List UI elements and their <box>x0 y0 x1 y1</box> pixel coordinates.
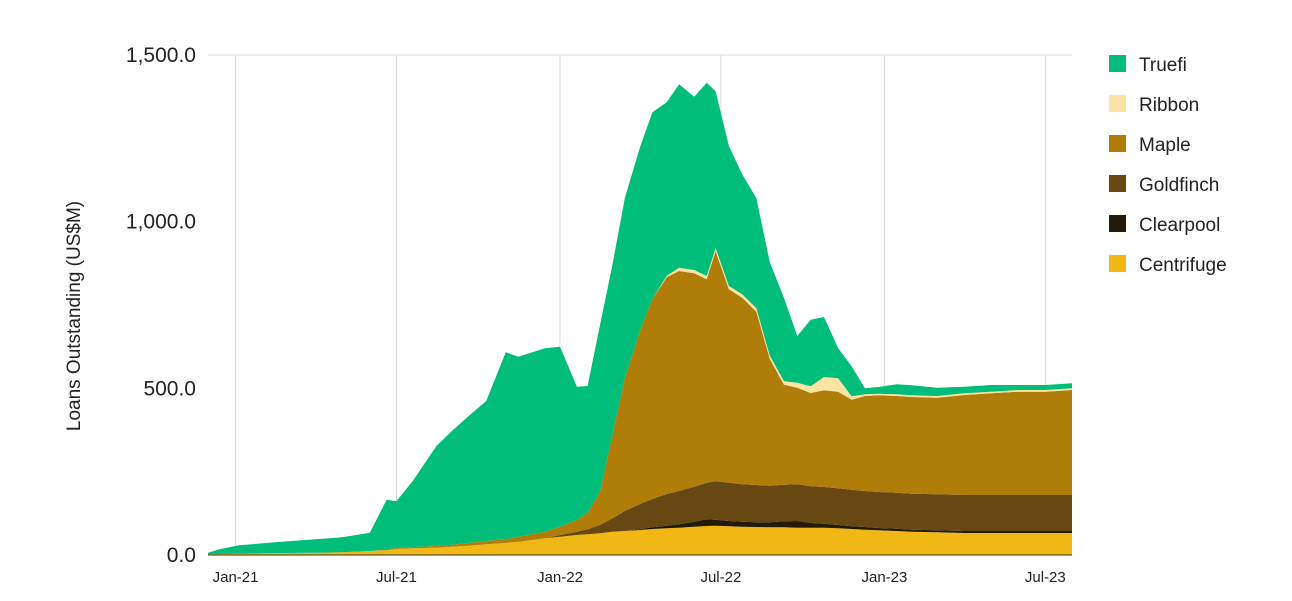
legend-swatch <box>1109 95 1126 112</box>
area-centrifuge <box>208 525 1072 555</box>
legend-item-ribbon: Ribbon <box>1109 95 1199 116</box>
legend-swatch <box>1109 175 1126 192</box>
x-tick-label: Jan-21 <box>213 569 259 586</box>
axes: 0.0 500.0 1,000.0 1,500.0 Jan-21 Jul-21 Jan-22… <box>126 44 1072 586</box>
y-axis-label: Loans Outstanding (US$M) <box>64 201 85 431</box>
legend: Truefi Ribbon Maple Goldfinch Clearpool Centr… <box>1109 55 1227 276</box>
legend-swatch <box>1109 215 1126 232</box>
area-goldfinch <box>208 481 1072 555</box>
legend-item-goldfinch: Goldfinch <box>1109 175 1219 196</box>
x-tick-label: Jul-21 <box>376 569 417 586</box>
y-tick-label: 500.0 <box>143 377 196 400</box>
legend-item-maple: Maple <box>1109 135 1191 156</box>
x-tick-label: Jul-23 <box>1025 569 1066 586</box>
legend-label: Centrifuge <box>1139 255 1227 276</box>
legend-item-truefi: Truefi <box>1109 55 1187 76</box>
area-truefi <box>208 82 1072 555</box>
legend-label: Clearpool <box>1139 215 1220 236</box>
y-tick-label: 1,500.0 <box>126 44 196 67</box>
area-clearpool <box>208 519 1072 555</box>
area-series-layer <box>208 82 1072 555</box>
y-tick-label: 0.0 <box>167 544 196 567</box>
area-maple <box>208 251 1072 555</box>
legend-item-centrifuge: Centrifuge <box>1109 255 1227 276</box>
legend-swatch <box>1109 55 1126 72</box>
y-tick-label: 1,000.0 <box>126 211 196 234</box>
x-tick-label: Jan-22 <box>537 569 583 586</box>
legend-label: Maple <box>1139 135 1191 156</box>
legend-label: Truefi <box>1139 55 1187 76</box>
legend-swatch <box>1109 255 1126 272</box>
legend-swatch <box>1109 135 1126 152</box>
legend-item-clearpool: Clearpool <box>1109 215 1220 236</box>
x-tick-label: Jan-23 <box>862 569 908 586</box>
x-tick-label: Jul-22 <box>700 569 741 586</box>
legend-label: Ribbon <box>1139 95 1199 116</box>
legend-label: Goldfinch <box>1139 175 1219 196</box>
